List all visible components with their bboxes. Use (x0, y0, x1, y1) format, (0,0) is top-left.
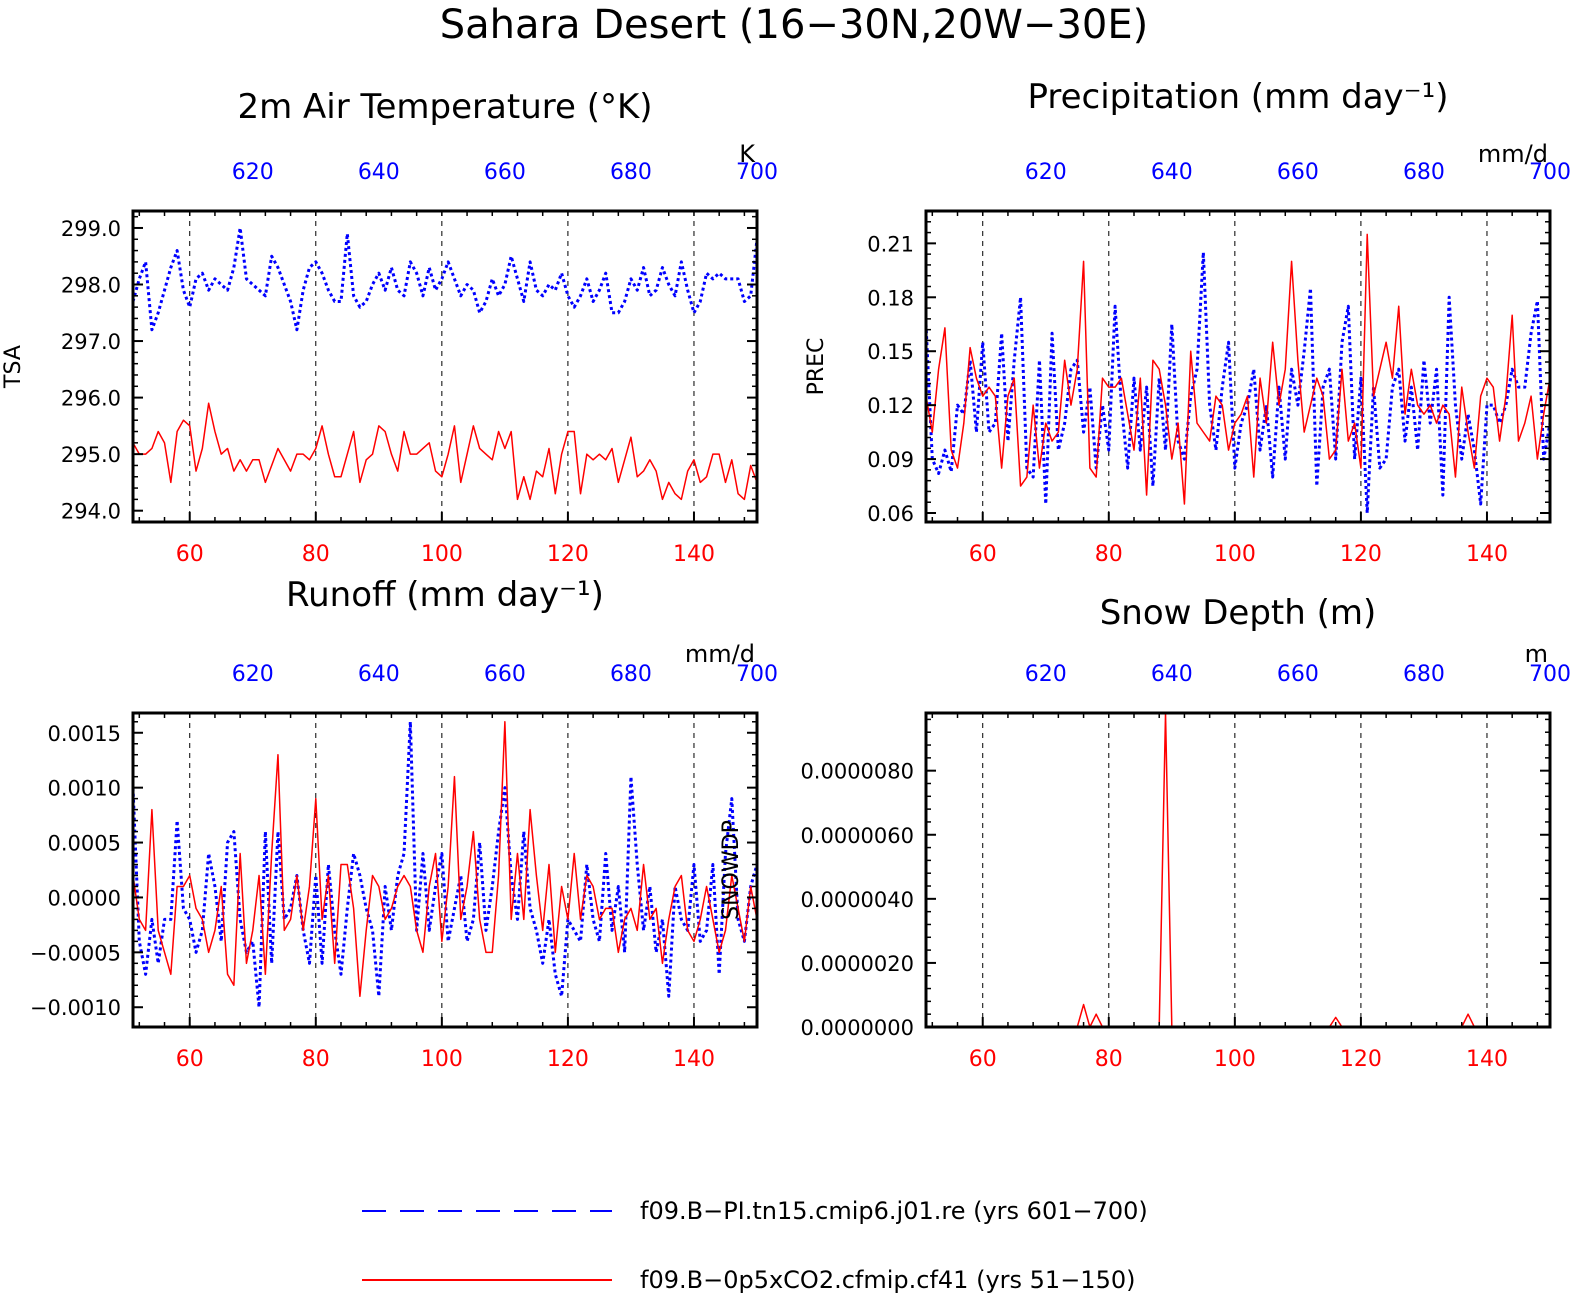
y-tick-label: 0.12 (867, 394, 914, 418)
panel-3: Runoff (mm day⁻¹) mm/d −0.0010 −0.0005 0.000… (30, 575, 778, 1072)
panel-title: 2m Air Temperature (°K) (237, 87, 652, 127)
x-top-tick-label: 700 (1529, 662, 1571, 687)
x-bottom-tick-label: 140 (1466, 1047, 1508, 1072)
x-bottom-tick-label: 100 (1214, 542, 1256, 567)
y-tick-label: 0.0000020 (800, 952, 914, 976)
x-top-tick-label: 700 (1529, 160, 1571, 185)
series-group (133, 226, 757, 501)
x-bottom-tick-label: 60 (969, 542, 997, 567)
panel-2: Precipitation (mm day⁻¹) mm/d PREC 0.06 0.09… (804, 77, 1571, 567)
y-axis-label: TSA (1, 345, 26, 389)
units-label: K (739, 140, 756, 168)
x-bottom-tick-label: 100 (421, 1047, 463, 1072)
panel-1: 2m Air Temperature (°K) K TSA 294.0 295.0 296… (1, 87, 778, 567)
series-line-control (926, 250, 1550, 515)
series-line-experiment (926, 713, 1550, 1027)
y-tick-label: 0.06 (867, 502, 914, 526)
y-tick-label: 0.09 (867, 448, 914, 472)
x-top-tick-label: 660 (484, 160, 526, 185)
units-label: mm/d (685, 640, 755, 668)
series-line-experiment (926, 233, 1550, 505)
y-tick-label: 0.0000080 (800, 760, 914, 784)
x-bottom-tick-label: 60 (176, 542, 204, 567)
y-tick-label: 296.0 (61, 387, 121, 411)
figure-title: Sahara Desert (16−30N,20W−30E) (440, 2, 1148, 48)
y-tick-label: 0.0015 (48, 722, 121, 746)
y-tick-label: 0.21 (867, 232, 914, 256)
y-tick-label: 0.0005 (48, 832, 121, 856)
plot-frame (924, 209, 1552, 524)
x-top-tick-label: 660 (484, 662, 526, 687)
panel-4: Snow Depth (m) m SNOWDP 0.0000000 0.0000020 0… (719, 593, 1571, 1072)
legend-label-2: f09.B−0p5xCO2.cfmip.cf41 (yrs 51−150) (640, 1266, 1135, 1294)
x-bottom-tick-label: 120 (547, 542, 589, 567)
x-bottom-tick-label: 140 (1466, 542, 1508, 567)
y-tick-label: 295.0 (61, 443, 121, 467)
x-bottom-tick-label: 80 (302, 1047, 330, 1072)
panel-title: Runoff (mm day⁻¹) (286, 575, 604, 615)
units-label: m (1525, 640, 1548, 668)
x-bottom-tick-label: 100 (1214, 1047, 1256, 1072)
y-tick-label: 0.18 (867, 286, 914, 310)
series-group (926, 713, 1550, 1027)
x-bottom-tick-label: 60 (969, 1047, 997, 1072)
x-bottom-tick-label: 140 (673, 542, 715, 567)
series-line-experiment (133, 402, 757, 501)
series-group (133, 720, 757, 1009)
x-top-tick-label: 620 (232, 662, 274, 687)
x-top-tick-label: 640 (1151, 160, 1193, 185)
x-top-tick-label: 640 (358, 160, 400, 185)
x-top-tick-label: 640 (1151, 662, 1193, 687)
y-tick-label: −0.0010 (30, 996, 121, 1020)
x-bottom-tick-label: 120 (1340, 1047, 1382, 1072)
x-bottom-tick-label: 120 (1340, 542, 1382, 567)
x-top-tick-label: 680 (610, 662, 652, 687)
panel-title: Snow Depth (m) (1100, 593, 1377, 633)
x-top-tick-label: 620 (1025, 160, 1067, 185)
y-tick-label: 0.0010 (48, 777, 121, 801)
series-line-experiment (133, 721, 757, 998)
x-bottom-tick-label: 80 (1095, 542, 1123, 567)
x-bottom-tick-label: 140 (673, 1047, 715, 1072)
x-bottom-tick-label: 80 (302, 542, 330, 567)
units-label: mm/d (1478, 140, 1548, 168)
x-top-tick-label: 660 (1277, 662, 1319, 687)
x-top-tick-label: 680 (1403, 160, 1445, 185)
y-axis-label: SNOWDP (719, 820, 744, 920)
plot-frame (131, 209, 759, 524)
plot-frame (131, 711, 759, 1029)
y-tick-label: 0.0000060 (800, 824, 914, 848)
panels: 2m Air Temperature (°K) K TSA 294.0 295.0 296… (1, 77, 1571, 1072)
y-tick-label: 0.0000000 (800, 1016, 914, 1040)
x-bottom-tick-label: 120 (547, 1047, 589, 1072)
x-top-tick-label: 620 (232, 160, 274, 185)
panel-title: Precipitation (mm day⁻¹) (1027, 77, 1448, 117)
x-bottom-tick-label: 60 (176, 1047, 204, 1072)
x-top-tick-label: 640 (358, 662, 400, 687)
y-tick-label: 299.0 (61, 217, 121, 241)
y-tick-label: 0.15 (867, 340, 914, 364)
x-bottom-tick-label: 80 (1095, 1047, 1123, 1072)
x-top-tick-label: 700 (736, 160, 778, 185)
y-tick-label: −0.0005 (30, 941, 121, 965)
y-tick-label: 0.0000 (48, 886, 121, 910)
series-line-control (133, 720, 757, 1009)
legend-label-1: f09.B−PI.tn15.cmip6.j01.re (yrs 601−700) (640, 1197, 1148, 1225)
y-tick-label: 0.0000040 (800, 888, 914, 912)
y-tick-label: 294.0 (61, 500, 121, 524)
y-axis-label: PREC (804, 338, 829, 396)
plot-frame (924, 711, 1552, 1029)
y-tick-label: 298.0 (61, 274, 121, 298)
series-line-control (133, 226, 757, 332)
series-group (926, 233, 1550, 515)
x-top-tick-label: 680 (610, 160, 652, 185)
x-top-tick-label: 700 (736, 662, 778, 687)
x-top-tick-label: 620 (1025, 662, 1067, 687)
x-bottom-tick-label: 100 (421, 542, 463, 567)
y-tick-label: 297.0 (61, 330, 121, 354)
legend: f09.B−PI.tn15.cmip6.j01.re (yrs 601−700)… (362, 1197, 1148, 1294)
x-top-tick-label: 680 (1403, 662, 1445, 687)
x-top-tick-label: 660 (1277, 160, 1319, 185)
